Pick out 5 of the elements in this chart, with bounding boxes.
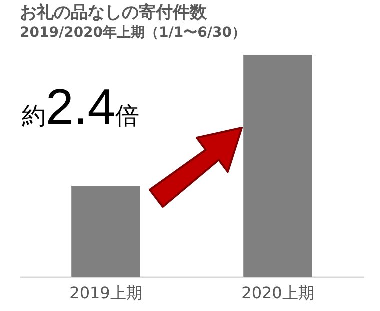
x-tick-label: 2020上期 [242, 284, 314, 302]
x-tick-label: 2019上期 [70, 284, 142, 302]
chart-subtitle: 2019/2020年上期（1/1〜6/30） [20, 25, 246, 41]
chart-title: お礼の品なしの寄付件数 [20, 3, 208, 23]
annotation: 約2.4倍 [22, 79, 140, 135]
